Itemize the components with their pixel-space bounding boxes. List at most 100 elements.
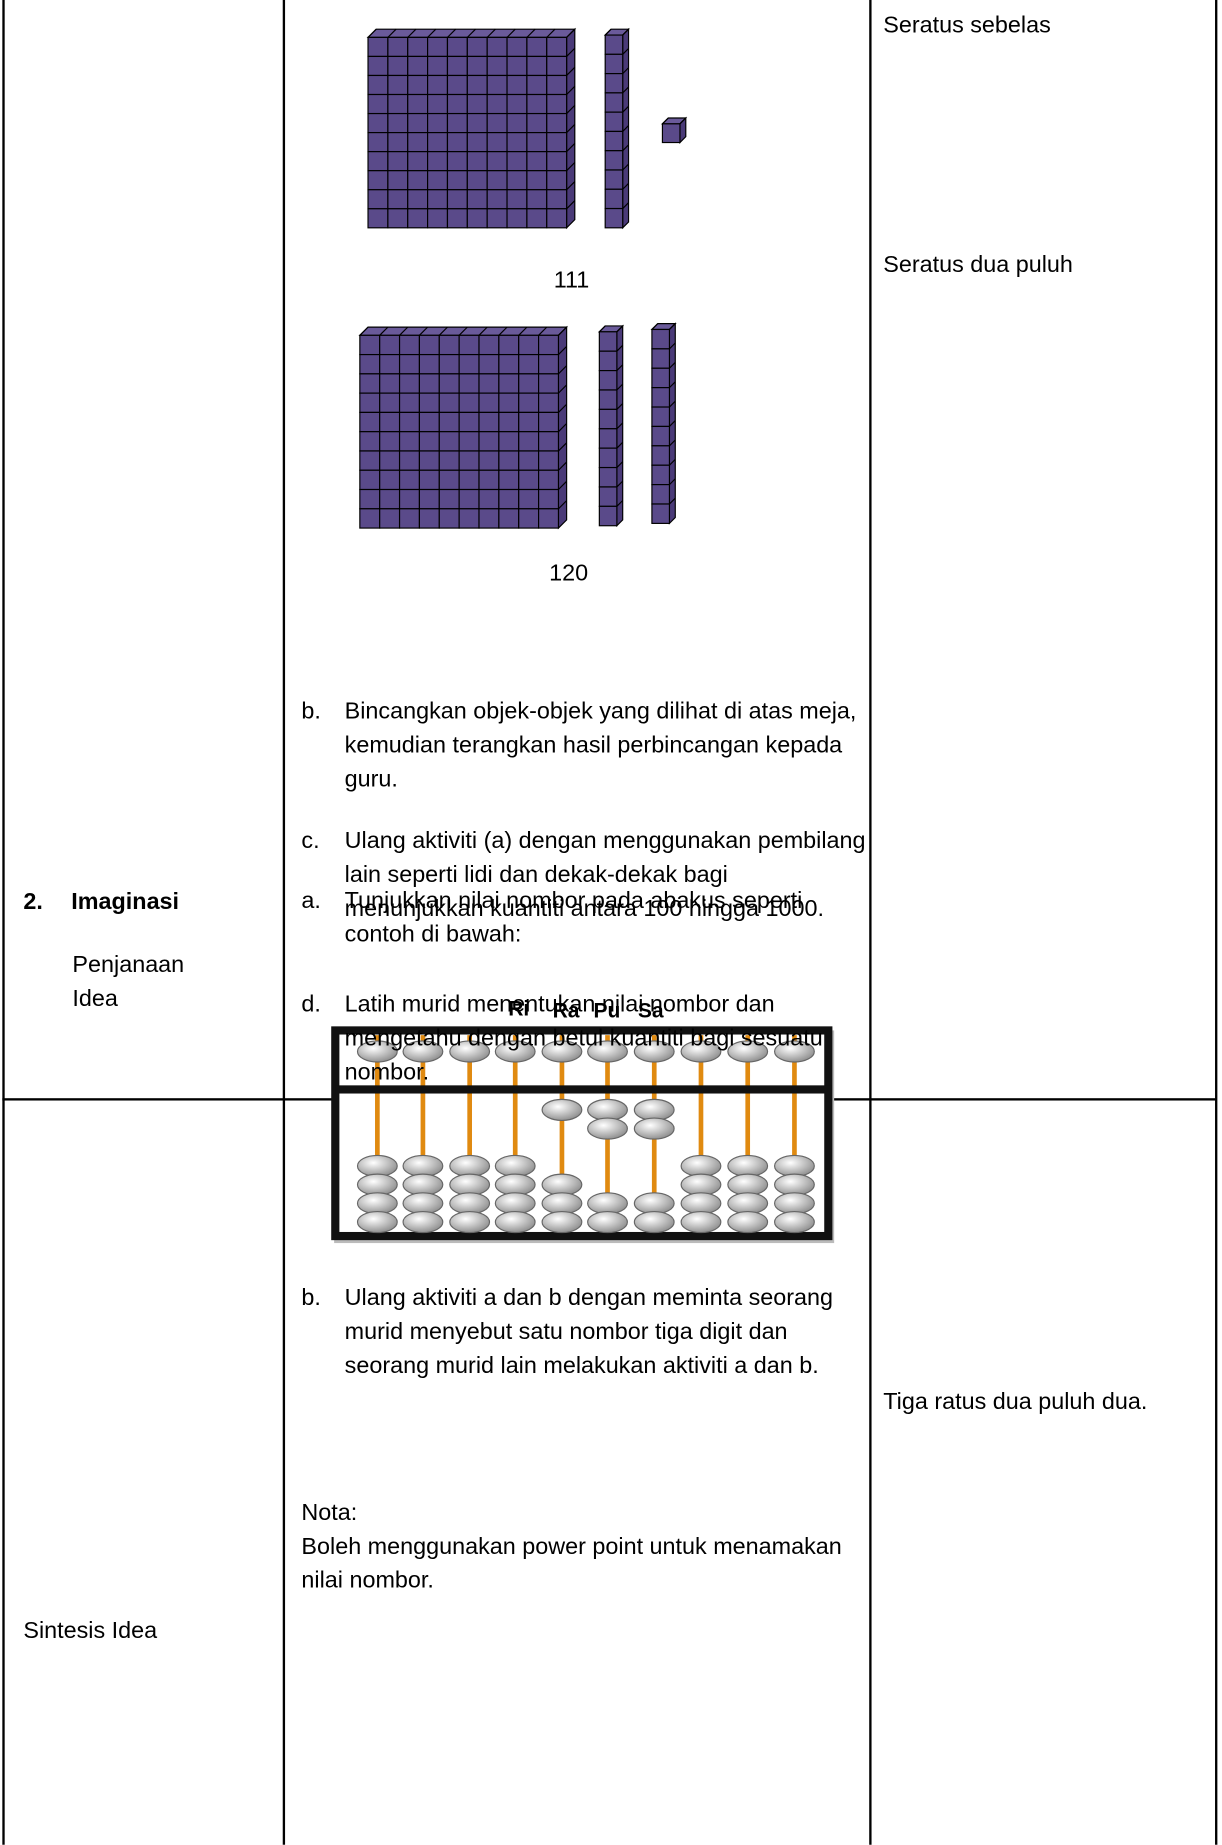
block-cube — [604, 150, 624, 171]
block-edge — [566, 143, 576, 153]
block-cube — [438, 508, 460, 529]
block-edge — [407, 28, 417, 38]
block-cube — [604, 53, 624, 75]
block-cube — [466, 189, 488, 210]
nota-text: Boleh menggunakan power point untuk mena… — [301, 1533, 842, 1594]
block-cube — [546, 74, 568, 96]
block-cube — [359, 411, 381, 433]
border — [869, 0, 871, 1845]
block-edge — [506, 28, 516, 38]
step-title: Imaginasi — [71, 889, 180, 915]
abacus-bead — [587, 1117, 628, 1140]
base-ten-block — [597, 324, 625, 528]
block-cube — [367, 36, 389, 58]
block-cube — [427, 93, 449, 115]
block-cube — [526, 55, 548, 77]
block-edge — [669, 342, 676, 350]
block-cube — [379, 411, 401, 433]
abacus-bead — [541, 1210, 583, 1234]
block-edge — [558, 384, 568, 394]
abacus-bead — [727, 1154, 769, 1178]
block-cube — [538, 488, 560, 510]
block-cube — [438, 411, 460, 433]
abacus-bead — [356, 1040, 398, 1063]
block-cube — [498, 508, 520, 529]
block-cube — [387, 55, 409, 77]
figure-label: 120 — [549, 560, 589, 587]
block-cube — [526, 36, 548, 58]
block-cube — [387, 208, 409, 229]
block-edge — [651, 323, 659, 330]
block-cube — [379, 373, 401, 394]
block-cube — [379, 508, 401, 529]
block-cube — [604, 188, 624, 210]
step-number: 2. — [23, 889, 43, 915]
abacus-bead — [449, 1210, 491, 1234]
block-edge — [518, 326, 528, 336]
block-edge — [558, 423, 568, 433]
block-edge — [669, 400, 676, 408]
item-text: Latih murid menentukan nilai nombor dan … — [344, 991, 823, 1086]
abacus-bead — [680, 1154, 722, 1178]
block-cube — [387, 151, 409, 172]
block-cube — [486, 93, 508, 115]
block-cube — [526, 112, 548, 134]
block-cube — [458, 353, 480, 375]
block-cube — [598, 428, 618, 449]
block-edge — [669, 361, 676, 369]
block-cube — [598, 331, 618, 352]
block-cube — [359, 488, 381, 510]
block-cube — [478, 488, 500, 510]
border — [282, 0, 285, 1845]
block-edge — [616, 500, 624, 507]
block-cube — [486, 132, 508, 153]
block-cube — [446, 112, 468, 134]
abacus-label: Sa — [637, 998, 664, 1023]
block-cube — [498, 469, 520, 491]
block-cube — [427, 132, 449, 153]
block-cube — [526, 189, 548, 210]
block-cube — [546, 151, 568, 172]
note: Tiga ratus dua puluh dua. — [883, 1389, 1148, 1415]
block-cube — [486, 112, 508, 134]
block-cube — [446, 170, 468, 191]
block-cube — [458, 373, 480, 394]
block-cube — [604, 34, 624, 55]
block-cube — [398, 488, 421, 510]
block-cube — [486, 189, 508, 210]
abacus-bead — [587, 1098, 628, 1121]
step-sub: Penjanaan Idea — [72, 952, 185, 1012]
block-cube — [387, 189, 409, 210]
abacus-bead — [402, 1210, 444, 1234]
abacus-bead — [541, 1192, 583, 1215]
abacus-bead — [587, 1210, 628, 1234]
block-cube — [367, 112, 389, 134]
block-edge — [387, 28, 397, 38]
block-edge — [669, 420, 676, 427]
abacus-bead — [449, 1040, 491, 1063]
block-edge — [566, 47, 576, 57]
block-cube — [427, 151, 449, 172]
block-cube — [604, 207, 624, 229]
block-cube — [486, 74, 508, 96]
abacus-bead — [356, 1154, 398, 1178]
block-cube — [478, 431, 500, 452]
block-cube — [538, 353, 560, 375]
block-cube — [438, 353, 460, 375]
abacus-label: Ra — [552, 998, 580, 1023]
block-edge — [616, 344, 624, 352]
block-cube — [661, 123, 681, 144]
border — [1215, 0, 1217, 1845]
block-cube — [598, 370, 618, 391]
block-edge — [616, 325, 624, 333]
block-cube — [458, 469, 480, 491]
block-cube — [466, 93, 488, 115]
figure-label: 111 — [553, 267, 590, 294]
block-cube — [604, 111, 624, 133]
block-cube — [518, 392, 540, 413]
item-letter: b. — [301, 698, 321, 725]
block-cube — [506, 132, 528, 153]
abacus-label: Pu — [593, 998, 621, 1023]
block-cube — [526, 132, 548, 153]
